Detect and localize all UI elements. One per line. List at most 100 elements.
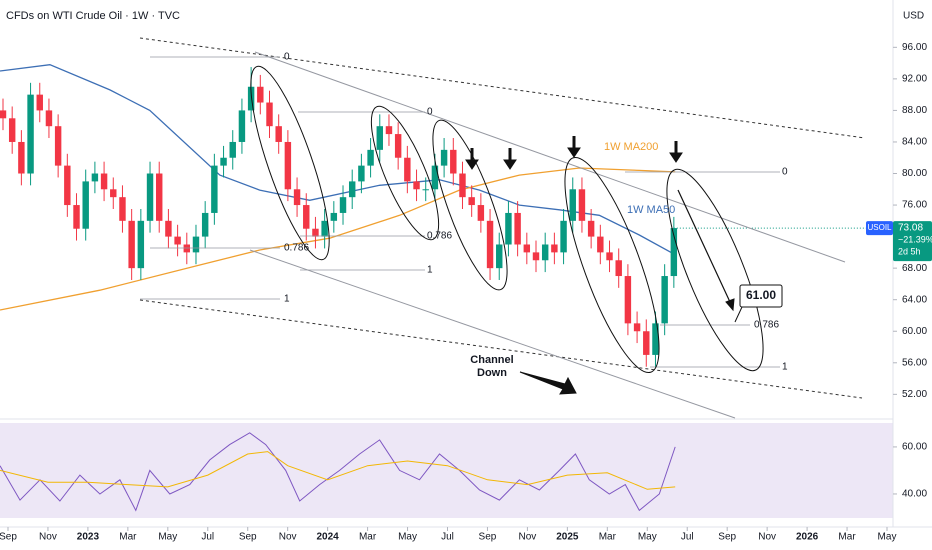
x-tick-label: May: [398, 532, 417, 543]
candle-body: [551, 244, 558, 253]
arrow-head: [503, 159, 517, 170]
x-tick-label: Mar: [359, 532, 377, 543]
candle-body: [64, 165, 71, 206]
candle-body: [514, 212, 521, 245]
x-tick-label: May: [878, 532, 897, 543]
ma50-label: 1W MA50: [627, 204, 675, 216]
candle-body: [211, 165, 218, 213]
x-tick-label: May: [158, 532, 177, 543]
candle-body: [633, 323, 641, 332]
candle-body: [358, 165, 365, 182]
channel-top: [139, 37, 866, 139]
candle-body: [321, 220, 328, 237]
candle-body: [247, 86, 255, 111]
trend-line: [254, 51, 846, 263]
x-tick-label: Sep: [239, 532, 257, 543]
chart-title: CFDs on WTI Crude Oil · 1W · TVC: [6, 10, 180, 22]
channel-label: Channel: [470, 354, 513, 366]
candle-body: [496, 244, 503, 269]
candle-body: [348, 181, 356, 198]
x-tick-label: Jul: [681, 532, 694, 543]
channel-bottom: [139, 299, 863, 399]
candle-body: [394, 134, 402, 158]
candle-body: [192, 236, 200, 253]
candle-body: [422, 189, 429, 191]
candle-body: [523, 244, 531, 253]
y-tick-label: 56.00: [902, 357, 927, 368]
y-tick-label: 60.00: [902, 326, 927, 337]
candle-body: [275, 126, 282, 142]
candle-body: [597, 236, 604, 253]
x-tick-label: May: [638, 532, 657, 543]
currency: USD: [903, 11, 924, 22]
x-tick-label: Jul: [201, 532, 214, 543]
y-tick-label: 88.00: [902, 105, 927, 116]
candle-body: [303, 205, 310, 229]
candle-body: [8, 118, 16, 142]
y-tick-label: 84.00: [902, 137, 927, 148]
channel-label: Down: [477, 367, 507, 379]
ellipse: [250, 65, 330, 261]
candle-body: [174, 236, 181, 245]
x-tick-label: Sep: [479, 532, 497, 543]
candle-body: [27, 94, 34, 174]
candle-body: [560, 220, 567, 253]
fib-label: 0.786: [754, 320, 779, 331]
x-tick-label: 2025: [556, 532, 579, 543]
fib-label: 0.786: [284, 243, 309, 254]
x-tick-label: 2023: [77, 532, 100, 543]
candle-body: [91, 173, 99, 182]
x-tick-label: Sep: [718, 532, 736, 543]
candle-body: [450, 149, 457, 174]
target-box: [739, 284, 783, 308]
x-tick-label: Nov: [758, 532, 776, 543]
rsi-line: [0, 451, 676, 490]
arrow-head: [567, 147, 581, 158]
rsi-tick-label: 60.00: [902, 442, 927, 453]
y-tick-label: 76.00: [902, 200, 927, 211]
candle-body: [339, 197, 347, 213]
candle-body: [156, 173, 163, 221]
rsi-tick-label: 40.00: [902, 489, 927, 500]
fib-label: 0.786: [427, 231, 452, 242]
symbol-label: USOIL: [867, 223, 892, 232]
candle-body: [119, 197, 126, 221]
candle-body: [643, 331, 650, 355]
candle-body: [578, 189, 586, 221]
ellipse: [432, 119, 508, 291]
arrow-head: [669, 152, 683, 163]
candle-body: [606, 252, 613, 261]
candle-body: [284, 141, 292, 190]
change-label: −21.39%: [898, 234, 932, 244]
annotations: 0 0.786 1 0 0.786 1 0 0.786 1 1W MA200 1…: [284, 52, 788, 379]
candle-body: [569, 189, 576, 221]
candle-body: [100, 173, 108, 190]
y-tick-label: 96.00: [902, 42, 927, 53]
candle-body: [257, 86, 264, 103]
candle-body: [266, 102, 273, 127]
x-tick-label: Mar: [599, 532, 617, 543]
candle-body: [183, 244, 191, 253]
rsi-line: [0, 432, 676, 512]
candle-body: [137, 220, 145, 269]
candle-body: [404, 157, 411, 182]
fib-label: 1: [427, 265, 433, 276]
candle-body: [45, 110, 53, 127]
candle-body: [486, 220, 494, 269]
fib-label: 1: [782, 362, 788, 373]
projection-arrow: [677, 189, 731, 303]
y-tick-label: 64.00: [902, 294, 927, 305]
candle-body: [413, 181, 420, 190]
candle-body: [201, 212, 209, 237]
x-tick-label: 2024: [317, 532, 340, 543]
candle-body: [652, 323, 659, 355]
channel-arrow: [519, 371, 577, 395]
candle-body: [541, 244, 549, 261]
rsi-band: [0, 423, 893, 518]
plot-area: [0, 64, 893, 512]
candle-body: [459, 173, 466, 198]
candle-body: [440, 149, 448, 166]
ellipse: [370, 105, 440, 241]
candle-body: [0, 110, 7, 119]
